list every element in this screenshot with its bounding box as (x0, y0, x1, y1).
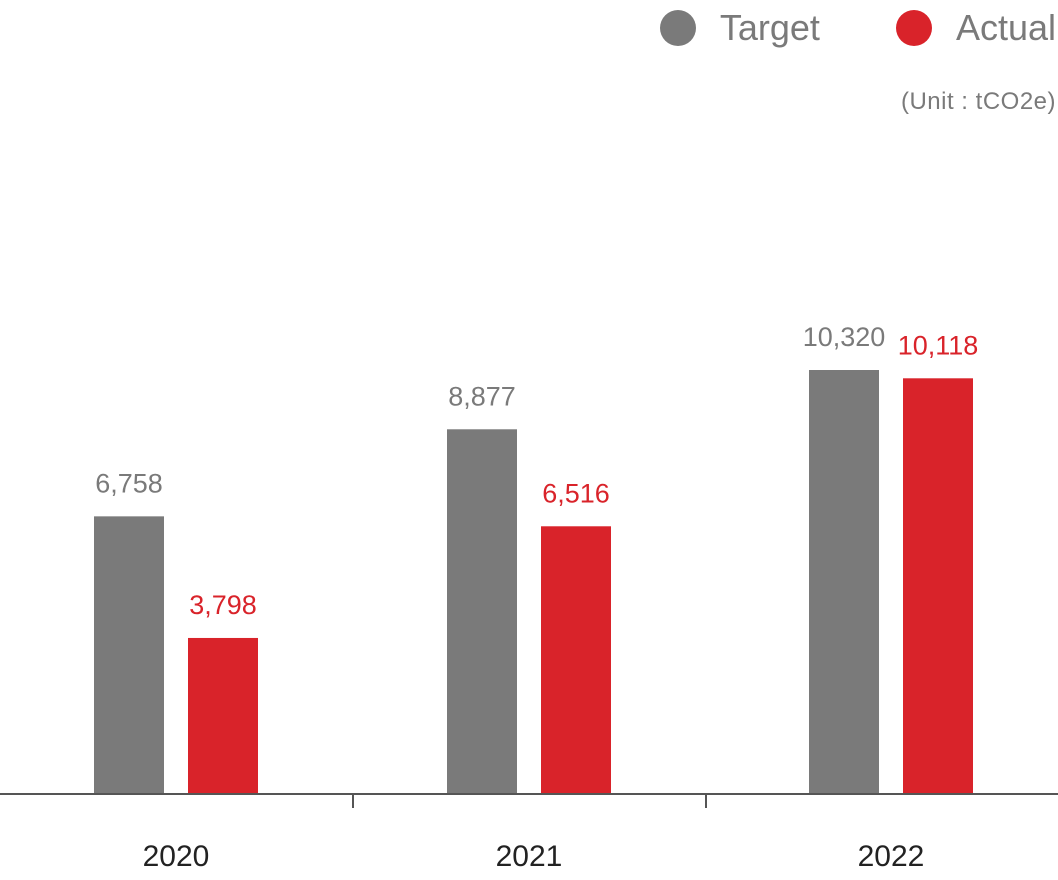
data-label-target-2021: 8,877 (448, 381, 516, 411)
legend-dot-actual (895, 10, 932, 46)
data-label-actual-2022: 10,118 (898, 330, 979, 360)
data-label-actual-2021: 6,516 (542, 478, 610, 508)
legend-label-actual: Actual (955, 7, 1056, 48)
x-tick-label-2020: 2020 (143, 840, 210, 873)
bar-actual-2021 (541, 526, 611, 794)
legend-entry-target: Target (659, 6, 820, 50)
bar-target-2020 (94, 516, 164, 794)
legend-label-target: Target (719, 7, 820, 48)
data-label-actual-2020: 3,798 (189, 590, 257, 620)
legend-entry-actual: Actual (895, 6, 1056, 50)
data-label-target-2022: 10,320 (803, 322, 886, 352)
bar-target-2022 (809, 370, 879, 794)
unit-label: (Unit : tCO2e) (900, 88, 1056, 115)
bar-actual-2022 (903, 378, 973, 794)
bar-actual-2020 (188, 637, 258, 794)
legend-dot-target (659, 10, 696, 46)
data-label-target-2020: 6,758 (95, 468, 163, 498)
chart-legend: Target Actual (659, 6, 1056, 50)
x-tick-label-2022: 2022 (858, 840, 925, 873)
x-tick-label-2021: 2021 (496, 840, 563, 873)
bar-target-2021 (447, 429, 517, 794)
